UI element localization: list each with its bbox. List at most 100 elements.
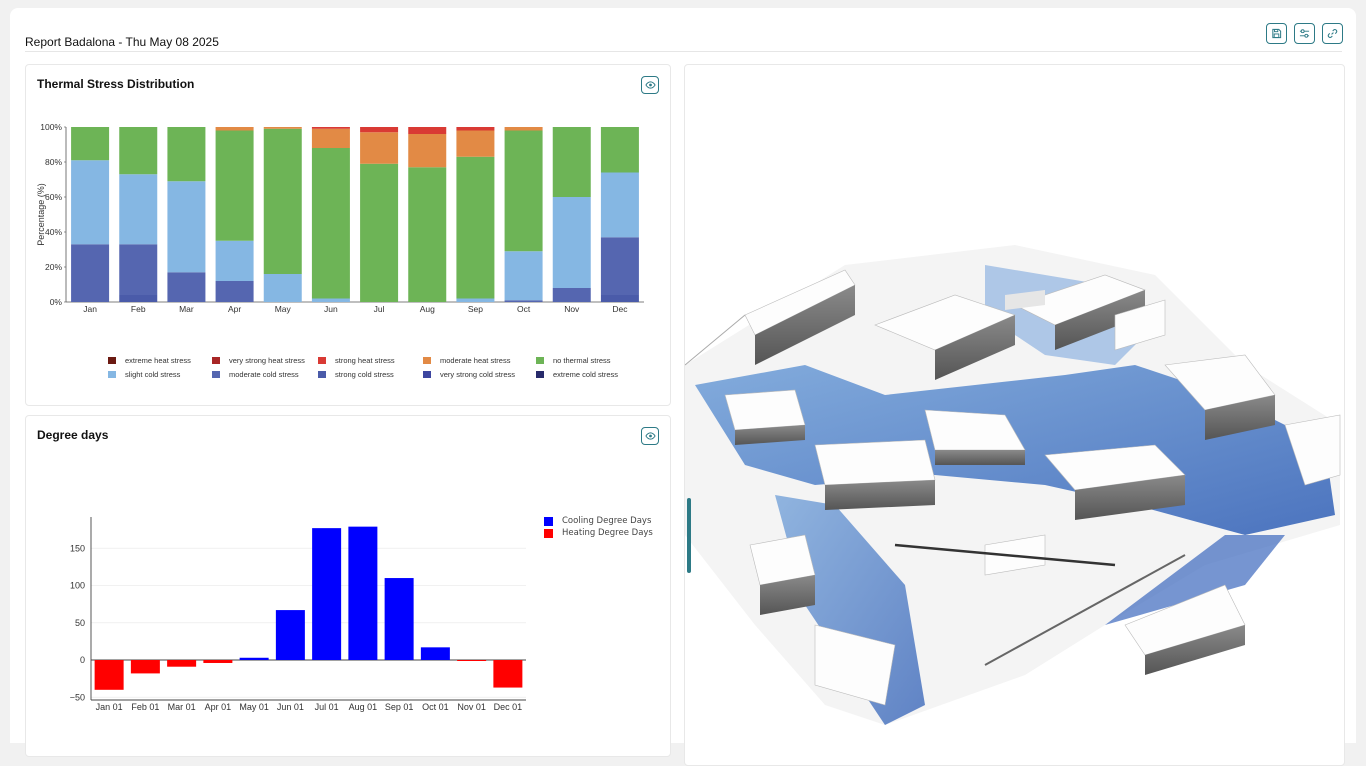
- bar[interactable]: [94, 660, 124, 690]
- thermal-stress-chart: 0% 20% 40% 60% 80% 100% Percentage (%) Jan Feb Ma…: [36, 122, 644, 314]
- legend-label: moderate heat stress: [440, 356, 511, 365]
- x-tick-label: Jan 01: [96, 702, 123, 712]
- bar[interactable]: [420, 647, 450, 660]
- stack-segment[interactable]: [167, 127, 206, 182]
- stack-segment[interactable]: [119, 295, 158, 302]
- stack-segment[interactable]: [360, 163, 399, 302]
- legend-item[interactable]: strong cold stress: [318, 370, 423, 379]
- stack-segment[interactable]: [552, 288, 591, 302]
- degree-days-chart: −50 0 50 100 150 Jan 01 Feb 01 Mar 01 Apr 01 May …: [70, 517, 526, 712]
- legend-item[interactable]: very strong heat stress: [212, 356, 318, 365]
- stack-segment[interactable]: [263, 274, 302, 302]
- stack-segment[interactable]: [215, 240, 254, 281]
- stack-segment[interactable]: [263, 128, 302, 274]
- legend-item-cooling[interactable]: Cooling Degree Days: [544, 515, 653, 527]
- legend-item[interactable]: slight cold stress: [108, 370, 212, 379]
- link-icon: [1327, 29, 1338, 38]
- bar[interactable]: [167, 660, 197, 667]
- stack-segment[interactable]: [71, 127, 110, 161]
- stack-segment[interactable]: [360, 127, 399, 133]
- stack-segment[interactable]: [311, 298, 350, 303]
- legend-item[interactable]: extreme cold stress: [536, 370, 628, 379]
- bar[interactable]: [130, 660, 160, 674]
- legend-swatch: [536, 371, 544, 378]
- stack-segment[interactable]: [360, 132, 399, 164]
- x-tick-label: Jun: [324, 304, 338, 314]
- toggle-visibility-button[interactable]: [641, 76, 659, 94]
- x-tick-label: Oct: [517, 304, 531, 314]
- stack-segment[interactable]: [167, 272, 206, 302]
- legend-item[interactable]: moderate cold stress: [212, 370, 318, 379]
- legend-item-heating[interactable]: Heating Degree Days: [544, 527, 653, 539]
- legend-item[interactable]: strong heat stress: [318, 356, 423, 365]
- legend-item[interactable]: no thermal stress: [536, 356, 628, 365]
- legend-swatch: [544, 516, 553, 526]
- legend-item[interactable]: moderate heat stress: [423, 356, 536, 365]
- stack-segment[interactable]: [215, 281, 254, 302]
- stack-segment[interactable]: [215, 127, 254, 131]
- stack-segment[interactable]: [71, 244, 110, 302]
- bar[interactable]: [203, 660, 233, 663]
- eye-icon: [644, 432, 656, 440]
- stack-segment[interactable]: [600, 127, 639, 173]
- legend-label: Heating Degree Days: [562, 528, 653, 538]
- stack-segment[interactable]: [456, 156, 495, 299]
- stack-segment[interactable]: [119, 244, 158, 295]
- stack-segment[interactable]: [504, 130, 543, 252]
- stack-segment[interactable]: [504, 251, 543, 301]
- bar[interactable]: [493, 660, 523, 688]
- stack-segment[interactable]: [119, 174, 158, 245]
- share-link-button[interactable]: [1322, 23, 1343, 44]
- legend-item[interactable]: extreme heat stress: [108, 356, 212, 365]
- stack-segment[interactable]: [552, 197, 591, 288]
- stack-segment[interactable]: [263, 127, 302, 129]
- 3d-map-panel[interactable]: [684, 64, 1345, 766]
- legend-swatch: [318, 357, 326, 364]
- stack-segment[interactable]: [456, 298, 495, 303]
- x-tick-label: May: [275, 304, 292, 314]
- stack-segment[interactable]: [504, 127, 543, 131]
- x-tick-label: Sep: [468, 304, 483, 314]
- stack-segment[interactable]: [119, 127, 158, 175]
- thermal-stress-panel: Thermal Stress Distribution 0% 20% 40% 60% 8…: [25, 64, 671, 406]
- stack-segment[interactable]: [456, 127, 495, 131]
- stack-segment[interactable]: [167, 181, 206, 273]
- x-tick-label: Feb: [131, 304, 146, 314]
- bar[interactable]: [457, 660, 487, 661]
- stack-segment[interactable]: [408, 134, 447, 168]
- x-tick-label: Aug 01: [349, 702, 378, 712]
- x-tick-label: Jul 01: [315, 702, 339, 712]
- stack-segment[interactable]: [71, 160, 110, 245]
- 3d-city-map[interactable]: [685, 65, 1344, 765]
- legend-label: slight cold stress: [125, 370, 181, 379]
- panel-resize-handle[interactable]: [687, 498, 691, 573]
- legend-swatch: [423, 371, 431, 378]
- bar[interactable]: [348, 526, 378, 660]
- toggle-visibility-button[interactable]: [641, 427, 659, 445]
- stack-segment[interactable]: [456, 130, 495, 157]
- panel-title: Degree days: [37, 428, 109, 442]
- stack-segment[interactable]: [600, 295, 639, 302]
- degree-legend: Cooling Degree Days Heating Degree Days: [544, 515, 653, 539]
- legend-swatch: [544, 528, 553, 538]
- stack-segment[interactable]: [600, 172, 639, 238]
- stack-segment[interactable]: [504, 300, 543, 302]
- stack-segment[interactable]: [408, 127, 447, 134]
- bar[interactable]: [312, 528, 342, 660]
- panel-title: Thermal Stress Distribution: [37, 77, 195, 91]
- stack-segment[interactable]: [311, 128, 350, 148]
- stack-segment[interactable]: [215, 130, 254, 241]
- bar[interactable]: [275, 610, 305, 660]
- x-tick-label: Jan: [83, 304, 97, 314]
- bar[interactable]: [384, 578, 414, 660]
- bar[interactable]: [239, 657, 269, 660]
- settings-button[interactable]: [1294, 23, 1315, 44]
- legend-item[interactable]: very strong cold stress: [423, 370, 536, 379]
- save-button[interactable]: [1266, 23, 1287, 44]
- stack-segment[interactable]: [311, 127, 350, 129]
- stack-segment[interactable]: [552, 127, 591, 197]
- y-tick-label: 100: [70, 581, 85, 591]
- stack-segment[interactable]: [600, 237, 639, 295]
- stack-segment[interactable]: [408, 167, 447, 302]
- stack-segment[interactable]: [311, 148, 350, 299]
